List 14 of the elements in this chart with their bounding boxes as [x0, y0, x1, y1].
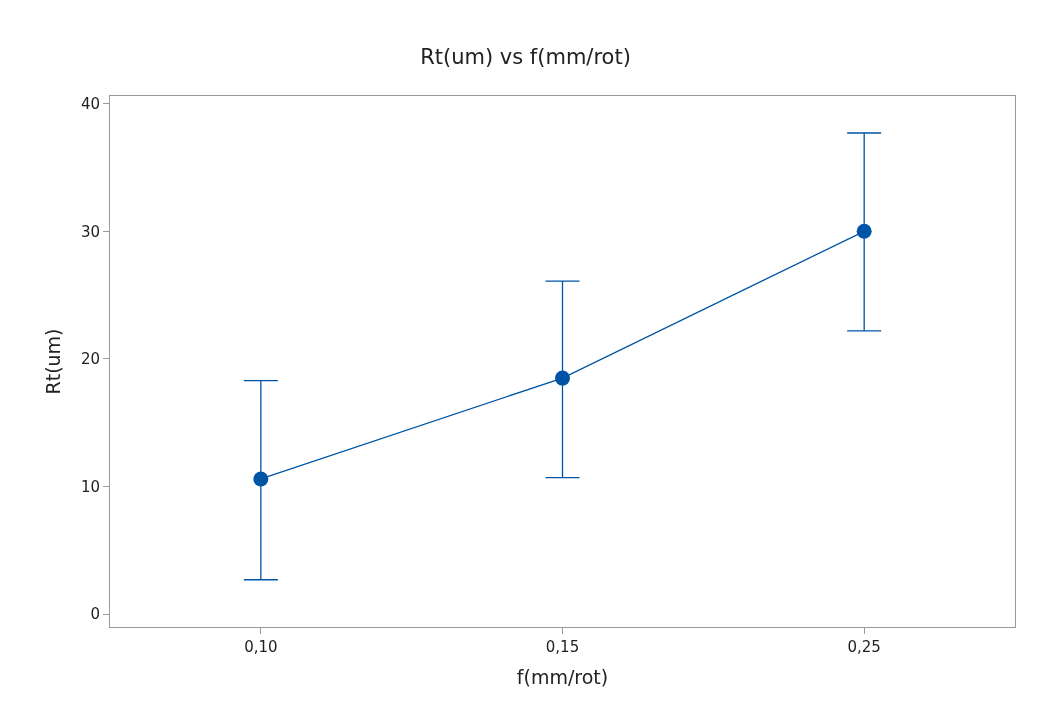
x-tick-label: 0,25 [847, 638, 881, 656]
chart-title: Rt(um) vs f(mm/rot) [420, 45, 631, 70]
y-axis-title: Rt(um) [41, 328, 64, 395]
y-tick-label: 10 [80, 477, 100, 496]
x-tick-label: 0,10 [244, 638, 278, 656]
y-tick-label: 0 [90, 605, 100, 624]
y-tick-label: 30 [80, 222, 100, 241]
point [253, 471, 269, 487]
y-tick-label: 40 [80, 94, 100, 113]
x-tick-label: 0,15 [545, 638, 580, 656]
y-tick-label: 20 [80, 350, 100, 369]
point [856, 223, 872, 239]
x-axis-title: f(mm/rot) [516, 665, 609, 688]
point [555, 370, 570, 386]
